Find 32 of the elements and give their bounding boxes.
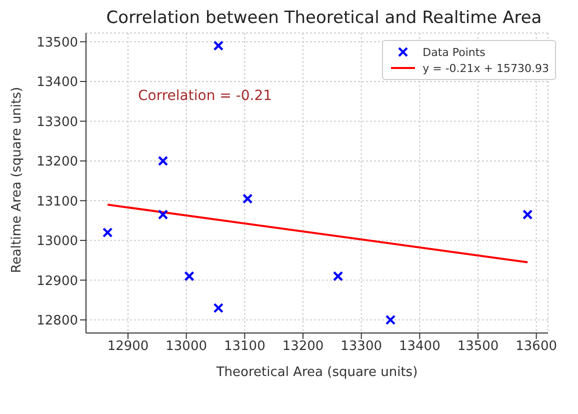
x-tick-label: 13500 xyxy=(457,339,499,354)
x-axis-title: Theoretical Area (square units) xyxy=(215,365,418,380)
point xyxy=(242,194,253,204)
y-tick-label: 13300 xyxy=(36,114,78,130)
x-tick-label: 13400 xyxy=(398,339,440,354)
y-tick-label: 13100 xyxy=(36,194,78,210)
legend-label: y = -0.21x + 15730.93 xyxy=(422,62,549,74)
chart-title: Correlation between Theoretical and Realtime Area xyxy=(105,8,543,28)
point xyxy=(158,209,168,220)
point xyxy=(158,156,168,166)
x-tick-label: 13100 xyxy=(224,339,266,354)
point xyxy=(102,227,113,238)
x-tick-label: 13000 xyxy=(166,339,208,354)
y-tick-label: 12800 xyxy=(36,314,78,328)
point xyxy=(213,40,224,51)
annotation: Correlation = -0.21 xyxy=(138,88,272,104)
x-tick-label: 13300 xyxy=(340,339,382,354)
point xyxy=(213,302,224,314)
legend-label: Data Points xyxy=(422,46,486,58)
y-axis-title: Realtime Area (square units) xyxy=(10,86,25,273)
x-tick-label: 13600 xyxy=(516,339,558,354)
point xyxy=(385,314,396,325)
y-tick-label: 13400 xyxy=(36,75,78,90)
x-tick-label: 12900 xyxy=(107,339,149,354)
point xyxy=(184,271,194,282)
y-tick-label: 13200 xyxy=(36,154,78,170)
x-tick-label: 13200 xyxy=(282,339,324,354)
y-tick-label: 13500 xyxy=(36,35,78,50)
y-tick-label: 12900 xyxy=(36,274,78,289)
point xyxy=(522,209,533,220)
point xyxy=(332,271,344,282)
y-tick-label: 13000 xyxy=(36,234,78,250)
